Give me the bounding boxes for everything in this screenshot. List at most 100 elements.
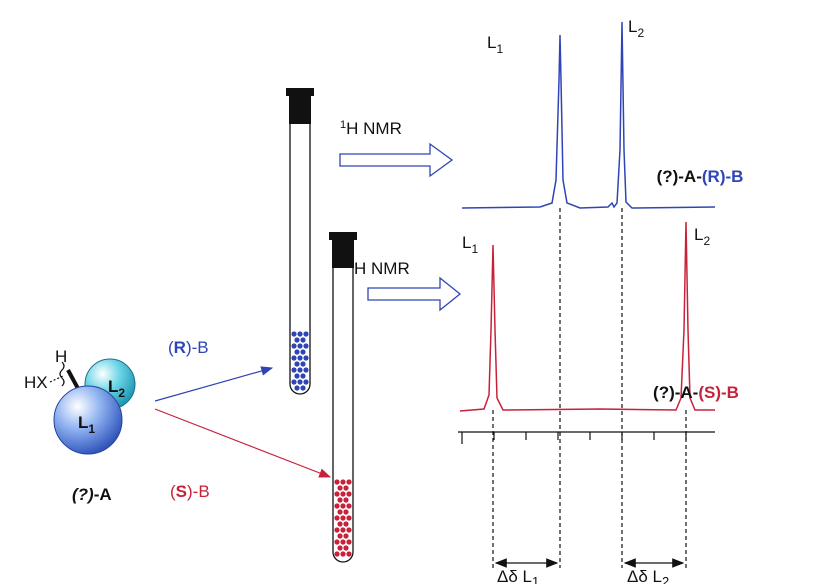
peak-sub: 1 — [496, 42, 503, 56]
sample-dot — [297, 367, 303, 373]
delta-main: Δδ L — [497, 567, 532, 584]
delta-sub: 1 — [532, 574, 539, 584]
wavy-bond — [59, 361, 65, 387]
sample-dot — [346, 479, 352, 485]
sample-dot — [303, 343, 309, 349]
sample-dot — [337, 509, 343, 515]
tube-cap — [286, 88, 314, 96]
spectrum-s — [459, 221, 715, 412]
sample-dot — [340, 551, 346, 557]
sample-dot — [337, 533, 343, 539]
sample-dot — [291, 331, 297, 337]
molecule-name-suffix: -A — [94, 485, 112, 504]
hx-label: HX — [24, 373, 48, 392]
hashed-bond — [49, 375, 64, 383]
h-label: H — [55, 347, 67, 366]
ppm-axis — [458, 431, 715, 444]
name-suffix: (S)-B — [698, 383, 739, 402]
r-letter: R — [174, 338, 186, 357]
peak-main: L — [462, 233, 471, 252]
sample-dot — [334, 551, 340, 557]
sample-dot — [334, 503, 340, 509]
sample-dot — [340, 539, 346, 545]
sample-dot — [337, 545, 343, 551]
sample-dot — [346, 551, 352, 557]
tube-body — [289, 122, 311, 395]
peak-sub: 1 — [471, 242, 478, 256]
sample-dot — [303, 379, 309, 385]
sample-dot — [294, 361, 300, 367]
r-arrow — [154, 366, 274, 402]
s-reagent: (S)-B — [170, 482, 210, 501]
sample-dot — [343, 533, 349, 539]
sample-dot — [337, 485, 343, 491]
name-prefix: (?)-A- — [653, 383, 698, 402]
sample-dot — [297, 379, 303, 385]
peak-sub: 2 — [703, 234, 710, 248]
tube-s — [329, 232, 357, 563]
peak-main: L — [628, 17, 637, 36]
sample-dot — [300, 361, 306, 367]
sample-dot — [346, 515, 352, 521]
sample-dot — [300, 373, 306, 379]
tube-r — [286, 88, 314, 395]
sample-dot — [291, 367, 297, 373]
sample-dot — [340, 515, 346, 521]
hollow-arrow-bottom — [367, 276, 462, 312]
sample-dot — [346, 539, 352, 545]
spectrum-r — [461, 21, 716, 209]
molecule-name: (?)-A — [72, 485, 112, 504]
peak-label: L1 — [462, 233, 478, 256]
sample-dot — [346, 491, 352, 497]
sample-dot — [294, 385, 300, 391]
r-close: )-B — [186, 338, 209, 357]
spectrum-name: (?)-A-(R)-B — [657, 167, 744, 186]
name-suffix: (R)-B — [702, 167, 744, 186]
nmr-label-bottom: H NMR — [354, 259, 410, 278]
r-open: ( — [168, 338, 174, 357]
s-close: )-B — [187, 482, 210, 501]
sample-dot — [294, 373, 300, 379]
sample-dot — [297, 355, 303, 361]
molecule-name-prefix: (?) — [72, 485, 94, 504]
sample-dot — [294, 349, 300, 355]
peak-label: L2 — [694, 225, 710, 248]
delta-main: Δδ L — [627, 567, 662, 584]
sample-dot — [334, 479, 340, 485]
sample-dot — [337, 497, 343, 503]
sample-dot — [291, 343, 297, 349]
spectrum-name: (?)-A-(S)-B — [653, 383, 739, 402]
sample-dot — [334, 527, 340, 533]
sample-dot — [334, 539, 340, 545]
r-reagent: (R)-B — [168, 338, 209, 357]
sample-dot — [340, 527, 346, 533]
sample-dot — [340, 491, 346, 497]
axis-ticks — [461, 432, 687, 444]
l1-label: L1 — [78, 413, 95, 436]
peak-sub: 2 — [637, 26, 644, 40]
peak-label: L2 — [628, 17, 644, 40]
l2-main: L — [108, 377, 118, 396]
sample-dot — [343, 545, 349, 551]
delta-sub: 2 — [662, 574, 669, 584]
peak-label: L1 — [487, 33, 503, 56]
sample-dot — [334, 491, 340, 497]
s-arrow — [154, 408, 332, 478]
sample-dot — [340, 479, 346, 485]
sample-dot — [343, 509, 349, 515]
delta-label: Δδ L2 — [627, 567, 669, 584]
sample-dot — [291, 379, 297, 385]
delta-label: Δδ L1 — [497, 567, 539, 584]
sample-dot — [300, 349, 306, 355]
sample-dot — [343, 497, 349, 503]
sample-dot — [346, 503, 352, 509]
sample-dot — [346, 527, 352, 533]
sample-dot — [303, 367, 309, 373]
sample-dot — [303, 355, 309, 361]
molecule: H HX L2 L1 (?)-A — [24, 347, 136, 504]
hollow-arrow-top — [339, 142, 454, 178]
nmr-text-top: H NMR — [346, 119, 402, 138]
nmr-label-top: 1H NMR — [340, 119, 402, 138]
sample-dot — [297, 331, 303, 337]
s-open: ( — [170, 482, 176, 501]
